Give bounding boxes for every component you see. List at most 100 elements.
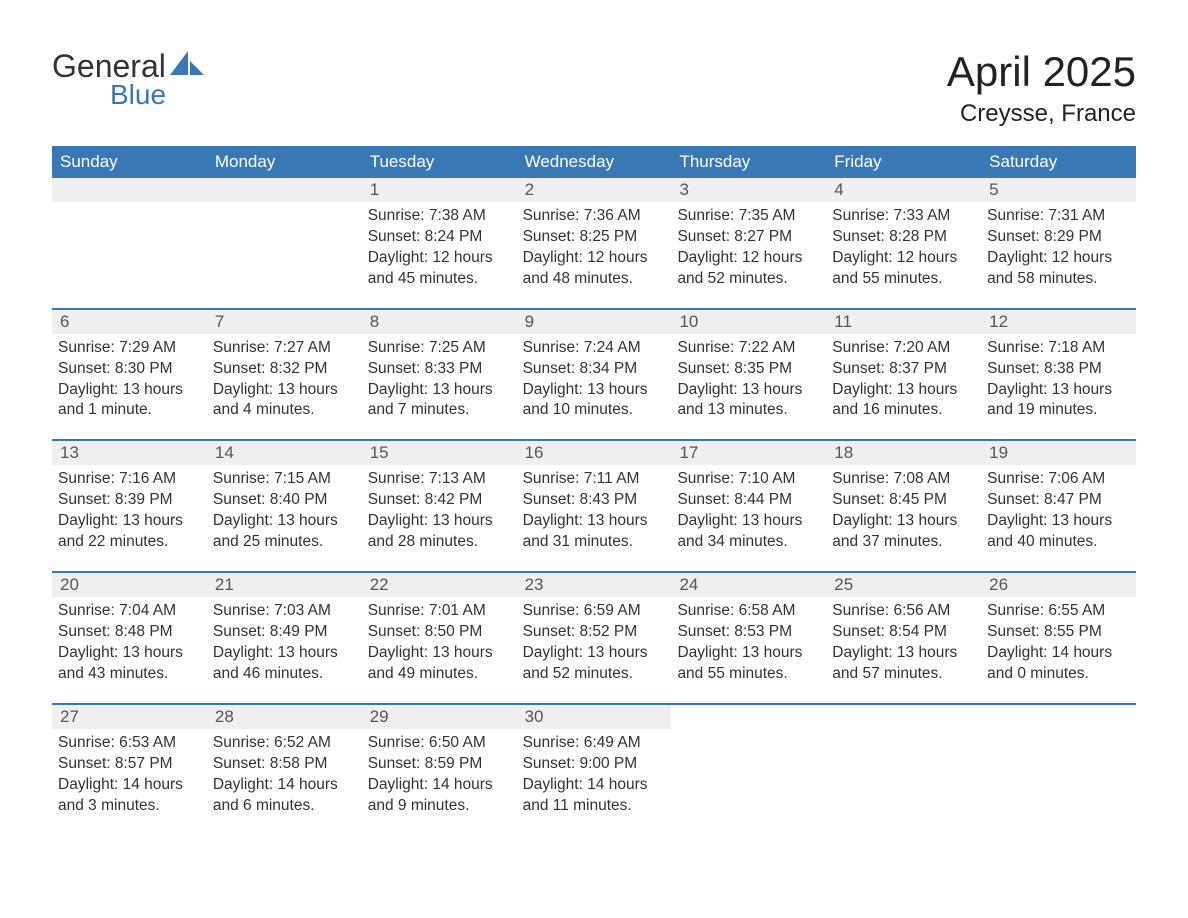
day-cell: 18Sunrise: 7:08 AMSunset: 8:45 PMDayligh… <box>826 441 981 553</box>
day-cell: 20Sunrise: 7:04 AMSunset: 8:48 PMDayligh… <box>52 573 207 685</box>
sunset-line: Sunset: 8:50 PM <box>368 622 511 643</box>
daylight-line: Daylight: 13 hours and 10 minutes. <box>523 380 666 422</box>
day-cell: 1Sunrise: 7:38 AMSunset: 8:24 PMDaylight… <box>362 178 517 290</box>
title-block: April 2025 Creysse, France <box>947 48 1136 128</box>
day-cell: 28Sunrise: 6:52 AMSunset: 8:58 PMDayligh… <box>207 705 362 817</box>
day-number: 20 <box>52 573 207 597</box>
daylight-line: Daylight: 14 hours and 11 minutes. <box>523 775 666 817</box>
day-number: 6 <box>52 310 207 334</box>
weekday-header: Monday <box>207 146 362 178</box>
sunrise-line: Sunrise: 7:24 AM <box>523 338 666 359</box>
sunrise-line: Sunrise: 7:36 AM <box>523 206 666 227</box>
daylight-line: Daylight: 12 hours and 45 minutes. <box>368 248 511 290</box>
daylight-line: Daylight: 13 hours and 28 minutes. <box>368 511 511 553</box>
daylight-line: Daylight: 13 hours and 40 minutes. <box>987 511 1130 553</box>
day-number: 18 <box>826 441 981 465</box>
daylight-line: Daylight: 13 hours and 31 minutes. <box>523 511 666 553</box>
day-number: 29 <box>362 705 517 729</box>
day-cell <box>981 705 1136 817</box>
day-cell <box>52 178 207 290</box>
day-body: Sunrise: 7:15 AMSunset: 8:40 PMDaylight:… <box>207 465 362 553</box>
sunrise-line: Sunrise: 7:13 AM <box>368 469 511 490</box>
sunrise-line: Sunrise: 7:08 AM <box>832 469 975 490</box>
week-row: 27Sunrise: 6:53 AMSunset: 8:57 PMDayligh… <box>52 703 1136 817</box>
day-cell: 10Sunrise: 7:22 AMSunset: 8:35 PMDayligh… <box>671 310 826 422</box>
day-cell <box>826 705 981 817</box>
day-body: Sunrise: 7:22 AMSunset: 8:35 PMDaylight:… <box>671 334 826 422</box>
sunset-line: Sunset: 8:32 PM <box>213 359 356 380</box>
day-body: Sunrise: 7:10 AMSunset: 8:44 PMDaylight:… <box>671 465 826 553</box>
day-number-empty <box>52 178 207 202</box>
day-body: Sunrise: 7:18 AMSunset: 8:38 PMDaylight:… <box>981 334 1136 422</box>
day-number: 26 <box>981 573 1136 597</box>
day-cell: 30Sunrise: 6:49 AMSunset: 9:00 PMDayligh… <box>517 705 672 817</box>
day-number: 14 <box>207 441 362 465</box>
day-cell: 13Sunrise: 7:16 AMSunset: 8:39 PMDayligh… <box>52 441 207 553</box>
day-cell: 27Sunrise: 6:53 AMSunset: 8:57 PMDayligh… <box>52 705 207 817</box>
daylight-line: Daylight: 12 hours and 58 minutes. <box>987 248 1130 290</box>
day-cell: 3Sunrise: 7:35 AMSunset: 8:27 PMDaylight… <box>671 178 826 290</box>
day-number: 9 <box>517 310 672 334</box>
sunrise-line: Sunrise: 7:27 AM <box>213 338 356 359</box>
sunset-line: Sunset: 8:38 PM <box>987 359 1130 380</box>
day-body: Sunrise: 7:13 AMSunset: 8:42 PMDaylight:… <box>362 465 517 553</box>
sunrise-line: Sunrise: 6:49 AM <box>523 733 666 754</box>
sunrise-line: Sunrise: 7:25 AM <box>368 338 511 359</box>
sunset-line: Sunset: 8:47 PM <box>987 490 1130 511</box>
sunrise-line: Sunrise: 7:16 AM <box>58 469 201 490</box>
day-cell: 11Sunrise: 7:20 AMSunset: 8:37 PMDayligh… <box>826 310 981 422</box>
sunrise-line: Sunrise: 6:55 AM <box>987 601 1130 622</box>
sunset-line: Sunset: 8:35 PM <box>677 359 820 380</box>
day-number: 10 <box>671 310 826 334</box>
sunset-line: Sunset: 8:45 PM <box>832 490 975 511</box>
sunset-line: Sunset: 8:49 PM <box>213 622 356 643</box>
day-number: 3 <box>671 178 826 202</box>
day-cell <box>207 178 362 290</box>
sunset-line: Sunset: 8:58 PM <box>213 754 356 775</box>
day-number: 28 <box>207 705 362 729</box>
day-cell: 23Sunrise: 6:59 AMSunset: 8:52 PMDayligh… <box>517 573 672 685</box>
sunrise-line: Sunrise: 6:53 AM <box>58 733 201 754</box>
sunrise-line: Sunrise: 7:06 AM <box>987 469 1130 490</box>
sunrise-line: Sunrise: 7:22 AM <box>677 338 820 359</box>
daylight-line: Daylight: 12 hours and 55 minutes. <box>832 248 975 290</box>
day-number: 1 <box>362 178 517 202</box>
week-row: 1Sunrise: 7:38 AMSunset: 8:24 PMDaylight… <box>52 178 1136 290</box>
weekday-header: Wednesday <box>517 146 672 178</box>
day-number: 2 <box>517 178 672 202</box>
sunrise-line: Sunrise: 6:58 AM <box>677 601 820 622</box>
daylight-line: Daylight: 13 hours and 43 minutes. <box>58 643 201 685</box>
day-body: Sunrise: 7:29 AMSunset: 8:30 PMDaylight:… <box>52 334 207 422</box>
day-cell: 19Sunrise: 7:06 AMSunset: 8:47 PMDayligh… <box>981 441 1136 553</box>
logo-text-blue: Blue <box>110 79 166 111</box>
day-body: Sunrise: 7:08 AMSunset: 8:45 PMDaylight:… <box>826 465 981 553</box>
day-body: Sunrise: 7:25 AMSunset: 8:33 PMDaylight:… <box>362 334 517 422</box>
day-body: Sunrise: 7:06 AMSunset: 8:47 PMDaylight:… <box>981 465 1136 553</box>
weekday-header: Tuesday <box>362 146 517 178</box>
daylight-line: Daylight: 13 hours and 1 minute. <box>58 380 201 422</box>
day-cell: 29Sunrise: 6:50 AMSunset: 8:59 PMDayligh… <box>362 705 517 817</box>
sunrise-line: Sunrise: 7:03 AM <box>213 601 356 622</box>
day-number: 19 <box>981 441 1136 465</box>
weeks-container: 1Sunrise: 7:38 AMSunset: 8:24 PMDaylight… <box>52 178 1136 816</box>
day-body: Sunrise: 7:11 AMSunset: 8:43 PMDaylight:… <box>517 465 672 553</box>
day-number: 13 <box>52 441 207 465</box>
daylight-line: Daylight: 14 hours and 6 minutes. <box>213 775 356 817</box>
sunset-line: Sunset: 8:54 PM <box>832 622 975 643</box>
day-number: 11 <box>826 310 981 334</box>
day-body: Sunrise: 6:58 AMSunset: 8:53 PMDaylight:… <box>671 597 826 685</box>
sail-icon <box>170 51 204 77</box>
day-cell: 7Sunrise: 7:27 AMSunset: 8:32 PMDaylight… <box>207 310 362 422</box>
header: General Blue April 2025 Creysse, France <box>52 48 1136 128</box>
week-row: 6Sunrise: 7:29 AMSunset: 8:30 PMDaylight… <box>52 308 1136 422</box>
sunset-line: Sunset: 8:59 PM <box>368 754 511 775</box>
week-row: 20Sunrise: 7:04 AMSunset: 8:48 PMDayligh… <box>52 571 1136 685</box>
week-row: 13Sunrise: 7:16 AMSunset: 8:39 PMDayligh… <box>52 439 1136 553</box>
daylight-line: Daylight: 13 hours and 7 minutes. <box>368 380 511 422</box>
day-cell: 8Sunrise: 7:25 AMSunset: 8:33 PMDaylight… <box>362 310 517 422</box>
weekday-header-row: Sunday Monday Tuesday Wednesday Thursday… <box>52 146 1136 178</box>
sunrise-line: Sunrise: 7:04 AM <box>58 601 201 622</box>
weekday-header: Saturday <box>981 146 1136 178</box>
daylight-line: Daylight: 13 hours and 16 minutes. <box>832 380 975 422</box>
day-cell: 2Sunrise: 7:36 AMSunset: 8:25 PMDaylight… <box>517 178 672 290</box>
